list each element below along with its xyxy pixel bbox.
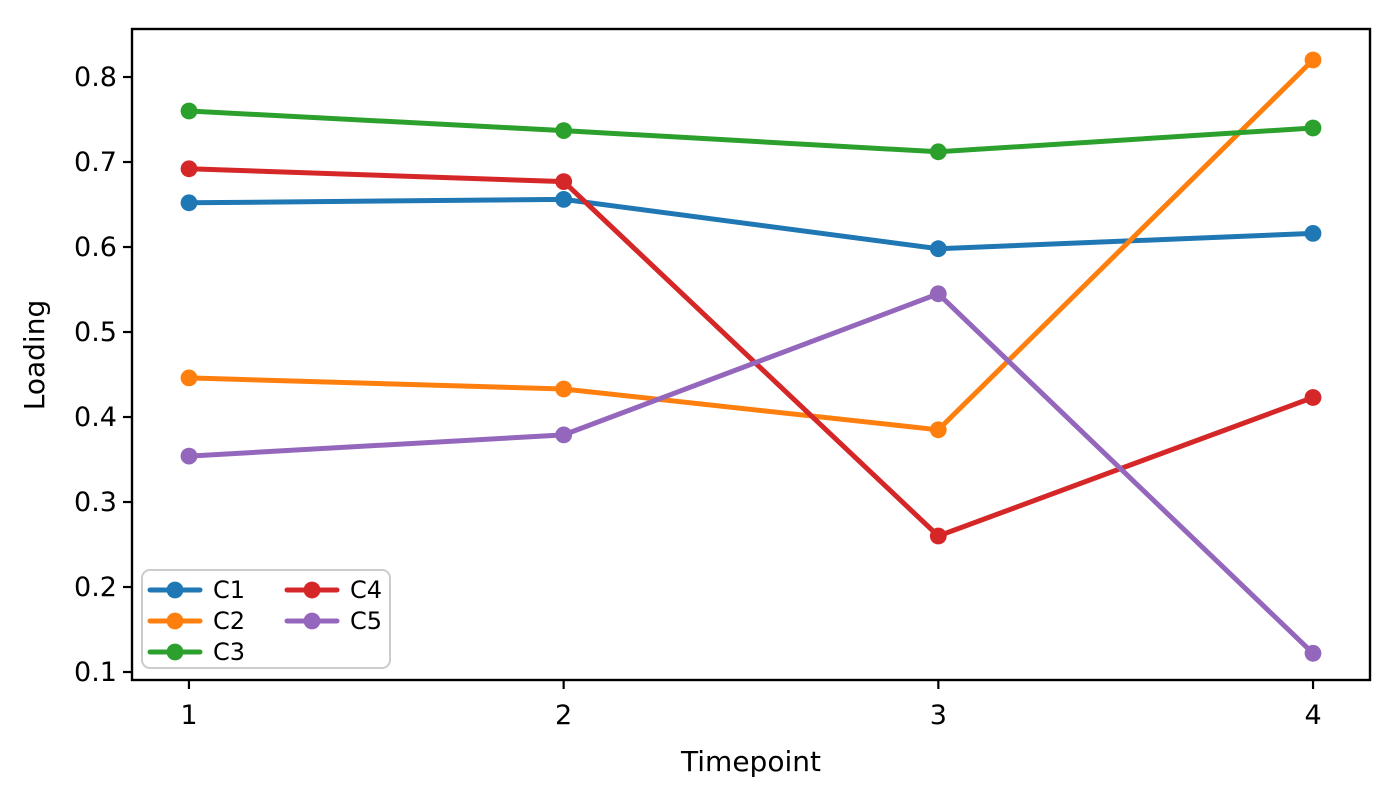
series-C4: [180, 160, 1322, 545]
data-point: [180, 160, 198, 178]
data-point: [180, 369, 198, 387]
series-lines: [180, 51, 1322, 662]
data-point: [555, 173, 573, 191]
legend-entry-C3: C3: [147, 638, 245, 666]
series-C5: [180, 285, 1322, 662]
y-tick-label: 0.5: [74, 317, 117, 348]
data-point: [929, 240, 947, 258]
plot-area-frame: [130, 27, 1372, 682]
data-point: [180, 194, 198, 212]
data-point: [929, 527, 947, 545]
y-tick-label: 0.2: [74, 572, 117, 603]
data-point: [555, 122, 573, 139]
legend-entry-C4: C4: [284, 576, 382, 604]
legend-label: C2: [213, 607, 245, 635]
legend-marker: [166, 643, 184, 661]
series-line-C3: [186, 108, 1316, 155]
legend-label: C4: [350, 576, 382, 604]
y-tick-label: 0.6: [74, 232, 117, 263]
data-point: [929, 143, 947, 161]
y-axis-label: Loading: [18, 300, 51, 410]
legend-entry-C1: C1: [147, 576, 245, 604]
legend-marker: [166, 581, 184, 599]
data-point: [1304, 225, 1322, 242]
data-point: [1304, 389, 1322, 406]
y-tick-label: 0.3: [74, 487, 117, 518]
data-point: [180, 447, 198, 465]
series-line-C1: [186, 196, 1316, 252]
data-point: [1304, 119, 1322, 137]
data-point: [555, 380, 573, 398]
data-point: [929, 285, 947, 303]
axis-ticks: 1 2 3 4 0.1 0.2 0.3 0.4 0.5 0.6 0.7 0.8: [74, 62, 1322, 731]
data-point: [180, 102, 198, 120]
legend-marker: [166, 612, 184, 630]
legend-label: C3: [213, 638, 245, 666]
y-tick-label: 0.4: [74, 402, 117, 433]
y-tick-label: 0.8: [74, 62, 117, 93]
data-point: [1304, 644, 1322, 662]
x-tick-label: 1: [180, 700, 197, 731]
x-tick-label: 3: [930, 700, 947, 731]
series-C3: [180, 102, 1322, 161]
data-point: [555, 191, 573, 208]
y-tick-label: 0.1: [74, 657, 117, 688]
data-point: [1304, 51, 1322, 69]
data-point: [555, 426, 573, 444]
legend-marker: [303, 612, 321, 630]
x-tick-label: 4: [1304, 700, 1321, 731]
legend-label: C1: [213, 576, 245, 604]
series-C1: [180, 191, 1322, 258]
legend-label: C5: [350, 607, 382, 635]
x-axis-label: Timepoint: [680, 745, 821, 778]
legend-marker: [303, 581, 321, 599]
y-tick-label: 0.7: [74, 147, 117, 178]
legend: C1 C2 C3 C4 C5: [141, 569, 391, 669]
legend-box: [141, 569, 391, 669]
data-point: [929, 421, 947, 439]
series-line-C4: [186, 166, 1316, 539]
series-C2: [180, 51, 1322, 439]
series-line-C2: [186, 57, 1316, 433]
legend-entry-C5: C5: [284, 607, 382, 635]
series-line-C5: [186, 290, 1316, 656]
x-tick-label: 2: [555, 700, 572, 731]
legend-entry-C2: C2: [147, 607, 245, 635]
